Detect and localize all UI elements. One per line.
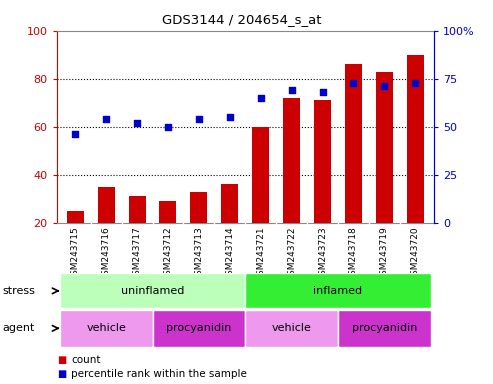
Bar xyxy=(129,196,145,223)
Text: stress: stress xyxy=(2,286,35,296)
Text: GSM243718: GSM243718 xyxy=(349,227,358,281)
Bar xyxy=(245,310,338,347)
Bar xyxy=(252,127,269,223)
Point xyxy=(195,116,203,122)
Point xyxy=(411,79,419,86)
Bar xyxy=(345,64,362,223)
Text: GSM243716: GSM243716 xyxy=(102,227,110,281)
Text: GSM243721: GSM243721 xyxy=(256,227,265,281)
Point xyxy=(71,131,79,137)
Text: ■: ■ xyxy=(57,369,66,379)
Bar xyxy=(314,100,331,223)
Point xyxy=(133,120,141,126)
Text: GSM243713: GSM243713 xyxy=(194,227,204,281)
Text: inflamed: inflamed xyxy=(314,286,362,296)
Point xyxy=(350,79,357,86)
Point xyxy=(257,95,265,101)
Bar xyxy=(407,55,424,223)
Bar xyxy=(67,211,84,223)
Text: GSM243714: GSM243714 xyxy=(225,227,234,281)
Bar xyxy=(60,310,152,347)
Text: GSM243712: GSM243712 xyxy=(164,227,173,281)
Text: GSM243715: GSM243715 xyxy=(70,227,80,281)
Point xyxy=(102,116,110,122)
Bar xyxy=(159,201,176,223)
Text: GDS3144 / 204654_s_at: GDS3144 / 204654_s_at xyxy=(162,13,321,26)
Point xyxy=(381,83,388,89)
Text: vehicle: vehicle xyxy=(86,323,126,333)
Text: agent: agent xyxy=(2,323,35,333)
Text: count: count xyxy=(71,355,101,365)
Bar xyxy=(376,71,393,223)
Text: vehicle: vehicle xyxy=(272,323,312,333)
Bar xyxy=(283,98,300,223)
Bar xyxy=(338,310,431,347)
Point xyxy=(164,124,172,130)
Bar xyxy=(60,273,246,308)
Bar xyxy=(98,187,115,223)
Text: GSM243720: GSM243720 xyxy=(411,227,420,281)
Text: percentile rank within the sample: percentile rank within the sample xyxy=(71,369,247,379)
Bar xyxy=(152,310,246,347)
Text: uninflamed: uninflamed xyxy=(121,286,184,296)
Bar xyxy=(190,192,208,223)
Point xyxy=(226,114,234,120)
Text: GSM243719: GSM243719 xyxy=(380,227,389,281)
Point xyxy=(318,89,326,95)
Bar xyxy=(245,273,431,308)
Text: procyanidin: procyanidin xyxy=(166,323,232,333)
Text: GSM243722: GSM243722 xyxy=(287,227,296,281)
Bar xyxy=(221,184,238,223)
Text: GSM243717: GSM243717 xyxy=(133,227,141,281)
Text: ■: ■ xyxy=(57,355,66,365)
Text: procyanidin: procyanidin xyxy=(352,323,417,333)
Text: GSM243723: GSM243723 xyxy=(318,227,327,281)
Point xyxy=(288,87,296,93)
